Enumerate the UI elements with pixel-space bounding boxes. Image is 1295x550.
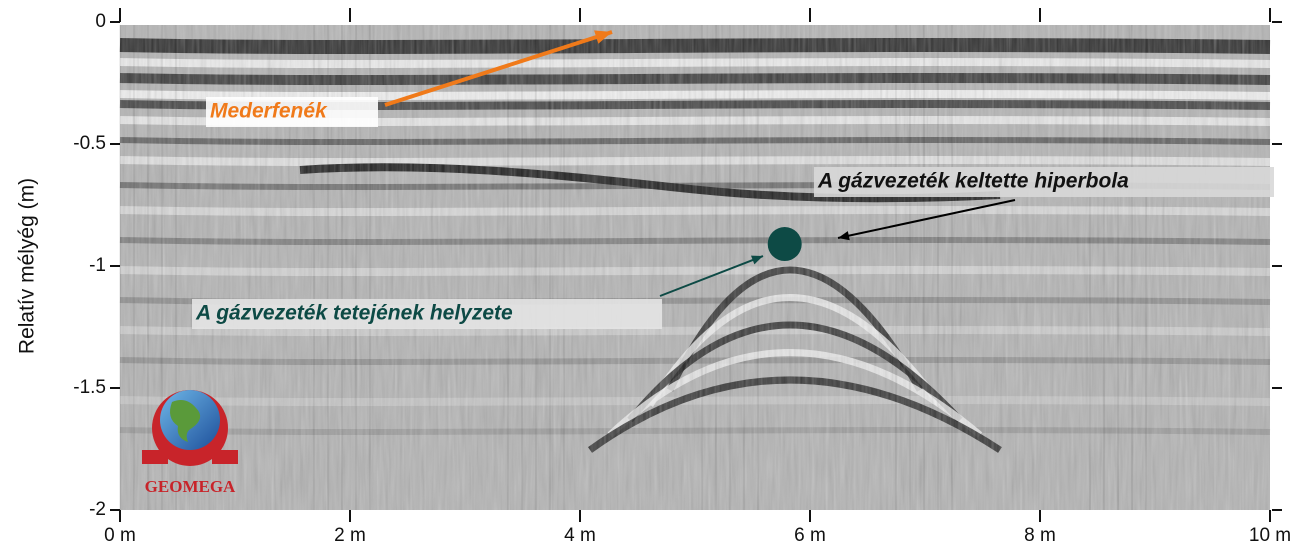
x-tick-label: 10 m xyxy=(1249,525,1291,546)
x-tick-label: 0 m xyxy=(104,525,136,546)
x-tick-label: 4 m xyxy=(564,525,596,546)
y-tick-label: -0.5 xyxy=(73,133,106,154)
annotation-arrow xyxy=(837,199,1016,239)
axes: 0 -0.5 -1 -1.5 -2 0 m 2 m 4 m 6 m 8 m 10 m xyxy=(73,8,1291,546)
y-tick-label: -2 xyxy=(89,499,106,520)
annotation-box xyxy=(814,167,1274,197)
annotation: A gázvezeték tetejének helyzete xyxy=(195,302,513,325)
annotation-arrow xyxy=(384,30,613,107)
y-axis-label: Relatív mélyég (m) xyxy=(16,178,39,354)
logo-land xyxy=(170,400,201,442)
y-tick-label: 0 xyxy=(95,11,106,32)
arrow-head xyxy=(751,255,763,265)
arrow-head xyxy=(594,30,612,44)
annotation-box xyxy=(192,299,662,329)
logo: GEOMEGA xyxy=(142,390,238,496)
radargram xyxy=(119,25,1271,510)
logo-text: GEOMEGA xyxy=(145,477,236,496)
annotation: A gázvezeték keltette hiperbola xyxy=(817,170,1129,193)
annotations: Mederfenék A gázvezeték keltette hiperbol… xyxy=(192,30,1274,329)
x-tick-label: 6 m xyxy=(794,525,826,546)
annotation-arrow xyxy=(659,255,764,297)
y-tick-label: -1 xyxy=(89,255,106,276)
annotation-box xyxy=(206,97,378,127)
pipe-top xyxy=(767,227,802,262)
x-tick-label: 8 m xyxy=(1024,525,1056,546)
x-tick-label: 2 m xyxy=(334,525,366,546)
arrow-head xyxy=(838,231,850,241)
logo-omega-feet xyxy=(142,450,238,464)
annotation: Mederfenék xyxy=(210,100,328,123)
y-tick-label: -1.5 xyxy=(73,377,106,398)
